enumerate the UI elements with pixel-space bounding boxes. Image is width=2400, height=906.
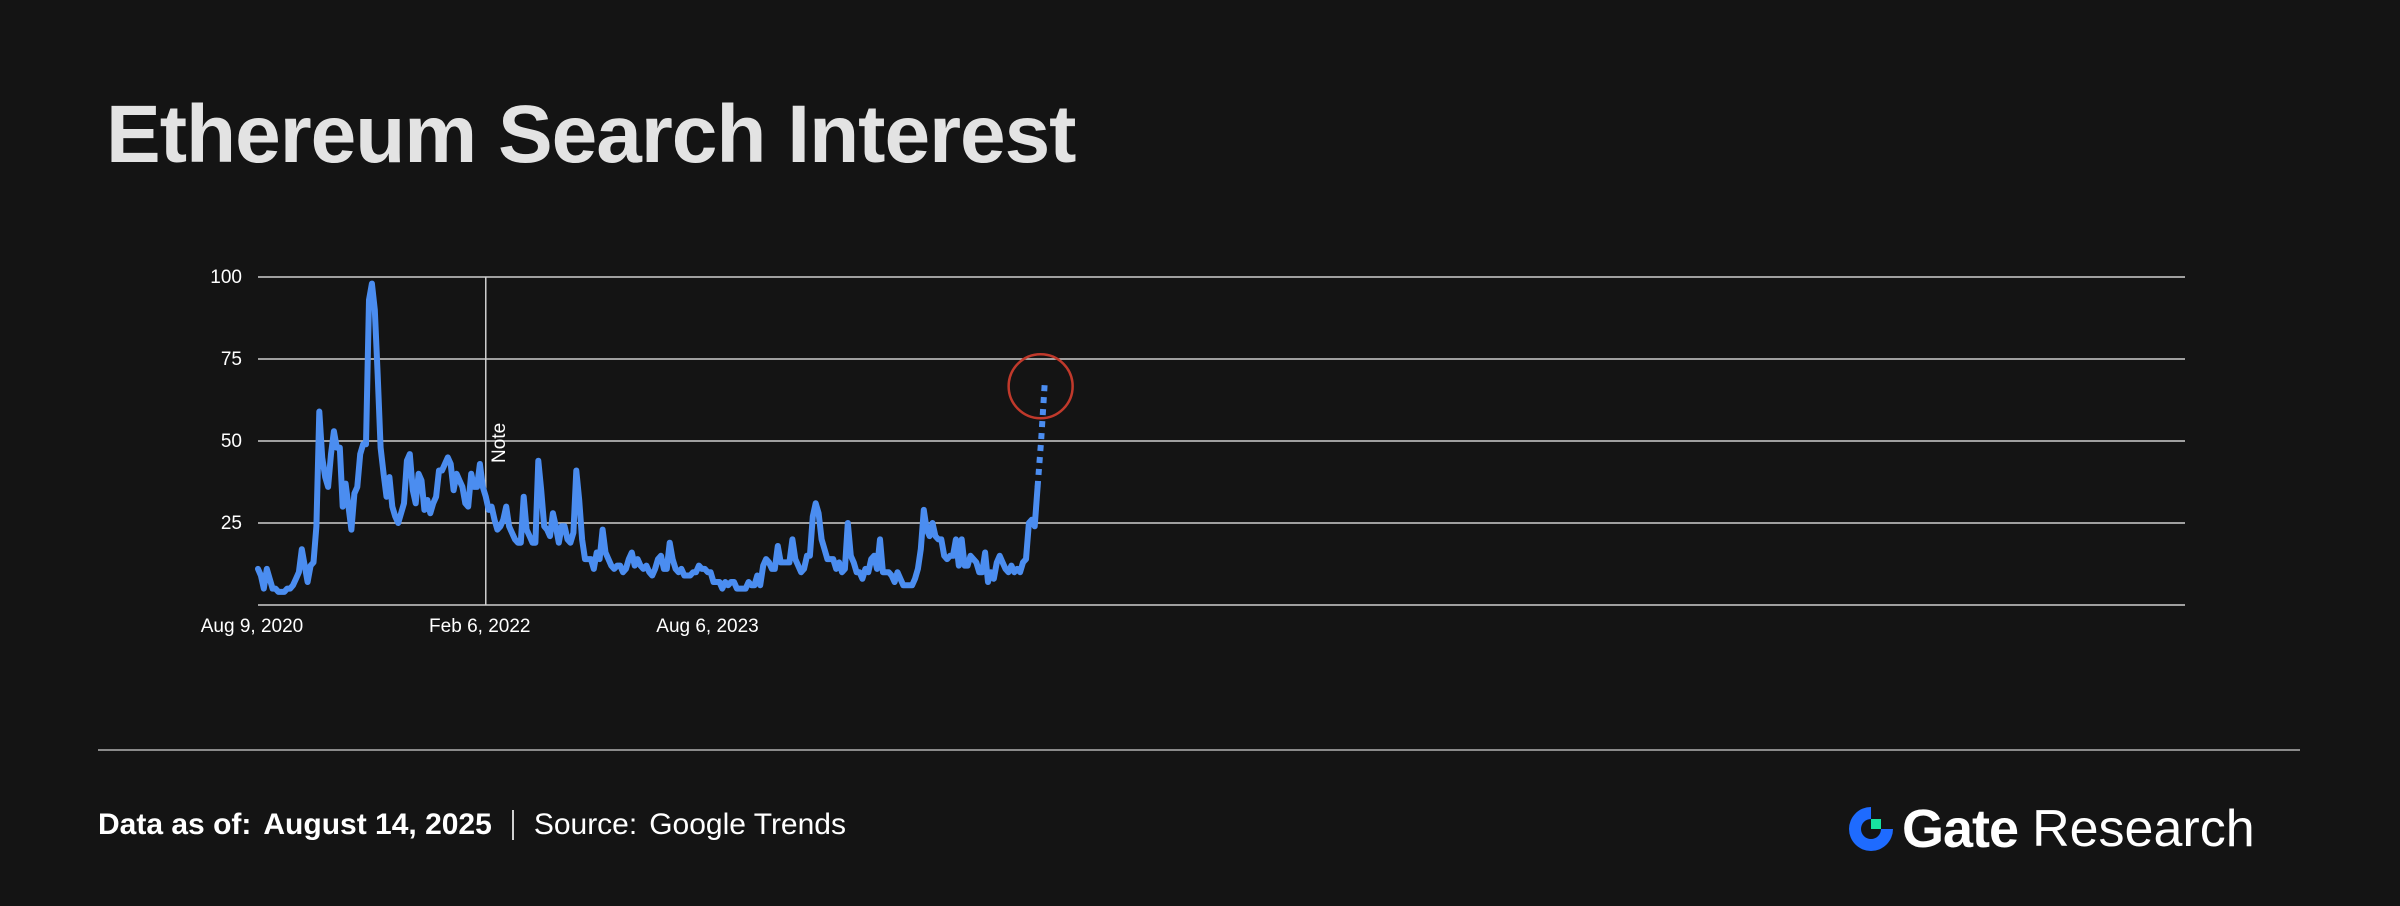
y-tick-label: 25 bbox=[221, 513, 242, 534]
x-tick-label: Feb 6, 2022 bbox=[429, 616, 530, 637]
gate-logo-icon bbox=[1849, 807, 1893, 851]
brand-subtitle: Research bbox=[2032, 800, 2255, 858]
annotation-label: Note bbox=[489, 423, 510, 463]
grid-layer bbox=[258, 276, 2185, 606]
series-line bbox=[255, 280, 1041, 595]
y-tick-label: 75 bbox=[221, 349, 242, 370]
data-as-of-value: August 14, 2025 bbox=[263, 808, 492, 841]
forecast-tail bbox=[1034, 385, 1048, 488]
x-tick-labels: Aug 9, 2020 Feb 6, 2022 Aug 6, 2023 bbox=[201, 616, 759, 637]
y-tick-label: 50 bbox=[221, 431, 242, 452]
y-tick-labels: 25 50 75 100 bbox=[210, 267, 242, 534]
chart-title: Ethereum Search Interest bbox=[106, 89, 1076, 180]
brand-name: Gate bbox=[1902, 799, 2019, 859]
series-layer bbox=[255, 280, 1048, 595]
y-tick-label: 100 bbox=[210, 267, 242, 288]
annotation-layer: Note bbox=[485, 277, 510, 605]
x-tick-label: Aug 6, 2023 bbox=[656, 616, 758, 637]
data-as-of-label: Data as of: bbox=[98, 808, 252, 841]
brand-logo: Gate Research bbox=[1846, 798, 2255, 860]
footer-info: Data as of: August 14, 2025 Source: Goog… bbox=[98, 808, 846, 842]
source-label: Source: bbox=[533, 808, 638, 841]
footer-divider bbox=[98, 749, 2300, 751]
highlight-circle bbox=[1007, 352, 1074, 420]
line-chart: 25 50 75 100 Aug 9, 2020 Feb 6, 2022 Aug 6, 2… bbox=[201, 267, 2185, 637]
highlight-layer bbox=[1007, 352, 1074, 420]
source-value: Google Trends bbox=[649, 808, 846, 841]
footer-separator bbox=[511, 810, 514, 840]
x-tick-label: Aug 9, 2020 bbox=[201, 616, 303, 637]
